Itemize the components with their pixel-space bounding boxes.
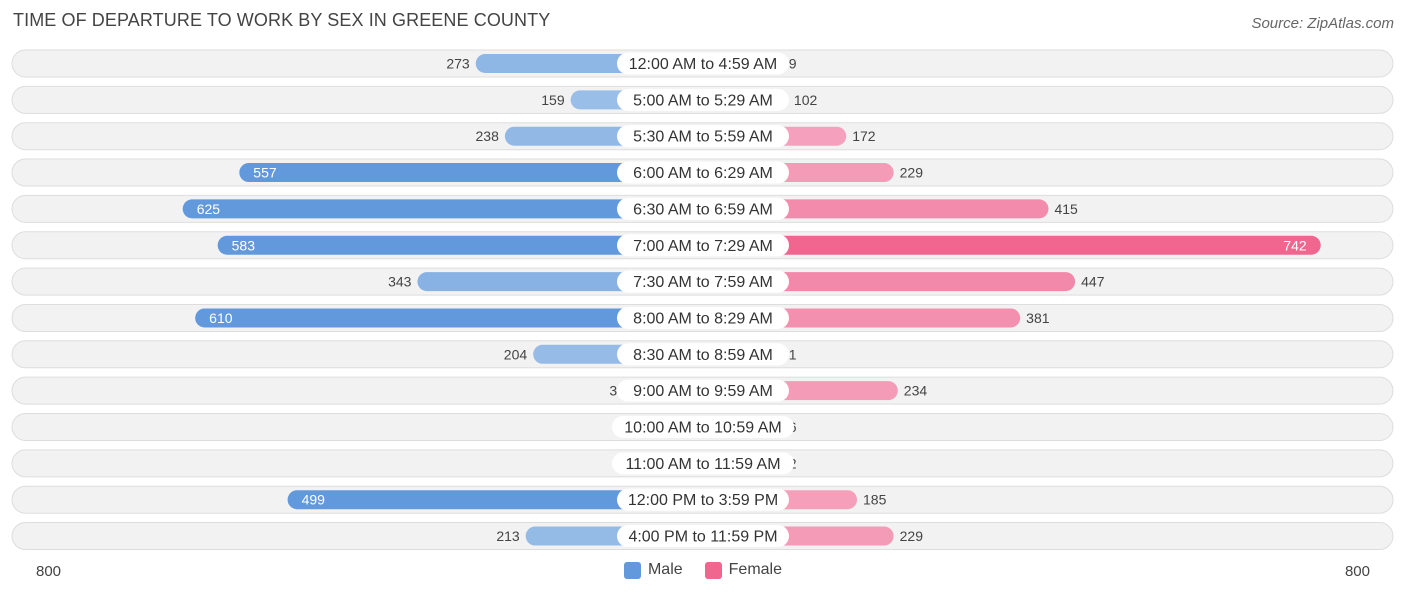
category-label: 8:00 AM to 8:29 AM: [633, 310, 773, 327]
chart-title: TIME OF DEPARTURE TO WORK BY SEX IN GREE…: [13, 10, 551, 30]
value-label-female: 234: [904, 383, 928, 399]
category-pill: [617, 488, 789, 511]
category-pill: [617, 234, 789, 257]
legend-item-female[interactable]: Female: [704, 561, 783, 579]
chart-row: 557 229 6:00 AM to 6:29 AM: [11, 158, 1394, 187]
chart-row: 159 102 5:00 AM to 5:29 AM: [11, 85, 1394, 114]
bar-female[interactable]: [703, 272, 1076, 292]
chart-row: 05211:00 AM to 11:59 AM: [11, 449, 1394, 478]
legend-swatch-female: [704, 561, 722, 579]
chart-row: 610 381 8:00 AM to 8:29 AM: [11, 303, 1394, 332]
category-pill: [617, 161, 789, 184]
value-label-female: 229: [900, 165, 924, 181]
axis-label-right: 800: [1344, 563, 1370, 580]
value-label-female: 185: [863, 492, 887, 508]
category-pill: [617, 52, 789, 75]
category-label: 5:00 AM to 5:29 AM: [633, 92, 773, 109]
legend: Male Female: [0, 561, 1406, 579]
value-label-female: 447: [1081, 274, 1105, 290]
legend-label-female: Female: [728, 561, 783, 578]
value-label-female: 172: [852, 128, 876, 144]
chart-row: 204518:30 AM to 8:59 AM: [11, 340, 1394, 369]
category-pill: [617, 343, 789, 366]
category-label: 5:30 AM to 5:59 AM: [633, 129, 773, 146]
category-label: 6:00 AM to 6:29 AM: [633, 165, 773, 182]
legend-item-male[interactable]: Male: [623, 561, 683, 579]
category-pill: [617, 525, 789, 548]
category-label: 6:30 AM to 6:59 AM: [633, 201, 773, 218]
category-label: 7:30 AM to 7:59 AM: [633, 274, 773, 291]
value-label-female: 742: [1283, 237, 1307, 253]
value-label-male: 610: [209, 310, 233, 326]
category-label: 8:30 AM to 8:59 AM: [633, 347, 773, 364]
legend-swatch-male: [623, 561, 641, 579]
category-pill: [617, 306, 789, 329]
value-label-male: 625: [197, 201, 221, 217]
axis-label-left: 800: [36, 563, 62, 580]
category-pill: [617, 197, 789, 220]
chart-row: 2736912:00 AM to 4:59 AM: [11, 49, 1394, 78]
category-label: 11:00 AM to 11:59 AM: [625, 456, 780, 473]
chart-row: 625 415 6:30 AM to 6:59 AM: [11, 194, 1394, 223]
value-label-male: 557: [253, 165, 277, 181]
value-label-male: 159: [541, 92, 565, 108]
category-pill: [617, 270, 789, 293]
bar-male[interactable]: [195, 308, 704, 328]
bar-male[interactable]: [239, 163, 704, 183]
value-label-male: 583: [232, 237, 256, 253]
bar-male[interactable]: [217, 235, 703, 255]
category-label: 12:00 PM to 3:59 PM: [628, 492, 778, 509]
chart-row: 238 172 5:30 AM to 5:59 AM: [11, 122, 1394, 151]
value-label-male: 213: [496, 528, 520, 544]
chart-row: 343 447 7:30 AM to 7:59 AM: [11, 267, 1394, 296]
value-label-female: 381: [1026, 310, 1050, 326]
category-label: 7:00 AM to 7:29 AM: [633, 238, 773, 255]
chart-row: 583 742 7:00 AM to 7:29 AM: [11, 231, 1394, 260]
legend-label-male: Male: [647, 561, 683, 578]
chart-row: 213 229 4:00 PM to 11:59 PM: [11, 522, 1394, 551]
source-label: Source: ZipAtlas.com: [1251, 15, 1394, 32]
value-label-female: 415: [1054, 201, 1078, 217]
value-label-male: 343: [388, 274, 412, 290]
value-label-male: 204: [504, 346, 528, 362]
value-label-female: 102: [794, 92, 818, 108]
category-label: 4:00 PM to 11:59 PM: [628, 529, 777, 546]
category-pill: [612, 452, 794, 475]
bar-female[interactable]: [703, 235, 1321, 255]
bar-male[interactable]: [287, 490, 703, 510]
value-label-male: 499: [302, 492, 326, 508]
category-pill: [612, 416, 794, 438]
category-pill: [617, 125, 789, 148]
chart-row: 64610:00 AM to 10:59 AM: [11, 413, 1394, 441]
chart-row: 499 185 12:00 PM to 3:59 PM: [11, 485, 1394, 514]
chart-row: 362349:00 AM to 9:59 AM: [11, 376, 1394, 405]
bar-female[interactable]: [703, 199, 1049, 219]
category-label: 9:00 AM to 9:59 AM: [633, 383, 773, 400]
category-pill: [617, 379, 789, 402]
category-label: 12:00 AM to 4:59 AM: [629, 56, 778, 73]
category-label: 10:00 AM to 10:59 AM: [624, 420, 781, 437]
value-label-male: 273: [446, 56, 470, 72]
category-pill: [617, 88, 789, 111]
value-label-male: 238: [476, 128, 500, 144]
bar-male[interactable]: [182, 199, 703, 219]
value-label-female: 229: [900, 528, 924, 544]
